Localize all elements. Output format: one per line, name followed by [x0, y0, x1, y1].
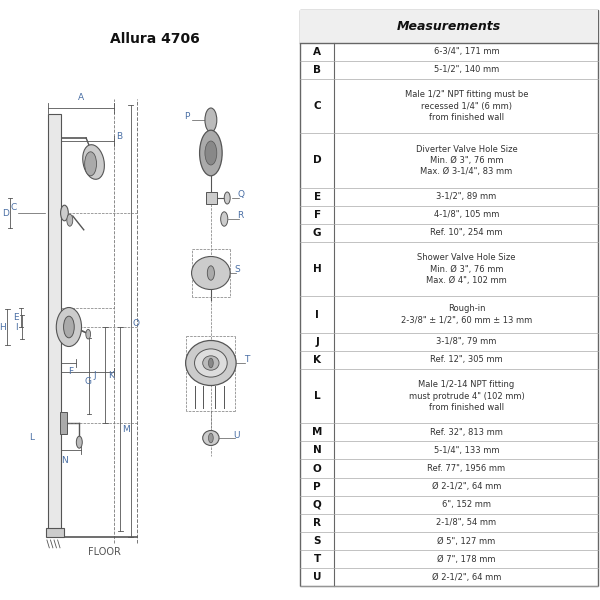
Text: 3-1/2", 89 mm: 3-1/2", 89 mm	[436, 192, 497, 201]
Text: M: M	[312, 427, 322, 437]
Circle shape	[61, 205, 68, 221]
Circle shape	[85, 152, 97, 176]
Text: 5-1/4", 133 mm: 5-1/4", 133 mm	[434, 446, 499, 455]
Text: J: J	[315, 337, 319, 347]
Text: C: C	[313, 101, 321, 111]
Text: A: A	[313, 47, 321, 57]
Text: F: F	[68, 367, 73, 377]
Text: B: B	[116, 131, 122, 140]
Text: D: D	[313, 155, 322, 166]
Text: T: T	[244, 355, 249, 364]
Bar	[206, 192, 217, 204]
Text: E: E	[14, 313, 19, 322]
Circle shape	[221, 212, 228, 226]
Text: Ref. 12", 305 mm: Ref. 12", 305 mm	[430, 355, 503, 364]
Ellipse shape	[56, 307, 82, 346]
Text: Male 1/2" NPT fitting must be
recessed 1/4" (6 mm)
from finished wall: Male 1/2" NPT fitting must be recessed 1…	[404, 90, 528, 122]
Ellipse shape	[185, 340, 236, 385]
Text: I: I	[15, 323, 17, 331]
Text: Ref. 77", 1956 mm: Ref. 77", 1956 mm	[427, 464, 505, 473]
Circle shape	[64, 316, 74, 338]
Circle shape	[200, 130, 222, 176]
Text: Q: Q	[237, 191, 244, 199]
Text: I: I	[315, 310, 319, 320]
Ellipse shape	[194, 349, 227, 377]
Text: H: H	[313, 264, 322, 274]
Text: Ø 7", 178 mm: Ø 7", 178 mm	[437, 554, 496, 563]
Text: J: J	[93, 371, 96, 380]
Text: Ø 2-1/2", 64 mm: Ø 2-1/2", 64 mm	[432, 573, 501, 582]
Circle shape	[86, 329, 91, 339]
Text: Q: Q	[313, 500, 322, 510]
Text: B: B	[313, 65, 321, 75]
Text: Measurements: Measurements	[397, 20, 502, 33]
Circle shape	[67, 214, 73, 226]
Text: A: A	[79, 92, 85, 101]
Text: D: D	[2, 208, 9, 217]
Text: 6", 152 mm: 6", 152 mm	[442, 500, 491, 509]
Text: 5-1/2", 140 mm: 5-1/2", 140 mm	[434, 65, 499, 74]
Circle shape	[224, 192, 230, 204]
Text: M: M	[122, 424, 130, 433]
Text: Allura 4706: Allura 4706	[110, 32, 199, 46]
Ellipse shape	[191, 257, 230, 289]
Text: K: K	[313, 355, 321, 365]
Ellipse shape	[203, 356, 219, 370]
Text: R: R	[238, 211, 244, 220]
Circle shape	[205, 141, 217, 165]
Bar	[60, 412, 67, 434]
Text: Male 1/2-14 NPT fitting
must protrude 4" (102 mm)
from finished wall: Male 1/2-14 NPT fitting must protrude 4"…	[409, 380, 524, 412]
Text: P: P	[313, 482, 321, 491]
Text: N: N	[313, 445, 322, 455]
Text: O: O	[313, 464, 322, 473]
Text: Ø 5", 127 mm: Ø 5", 127 mm	[437, 536, 496, 545]
Text: G: G	[85, 377, 91, 385]
Text: E: E	[314, 192, 321, 202]
Text: U: U	[313, 572, 322, 582]
Text: N: N	[61, 456, 68, 466]
Text: Diverter Valve Hole Size
Min. Ø 3", 76 mm
Max. Ø 3-1/4", 83 mm: Diverter Valve Hole Size Min. Ø 3", 76 m…	[416, 145, 517, 176]
Ellipse shape	[203, 431, 219, 445]
Text: T: T	[314, 554, 321, 564]
Circle shape	[208, 433, 213, 443]
Text: S: S	[235, 265, 241, 275]
Ellipse shape	[83, 145, 104, 179]
Text: S: S	[313, 536, 321, 546]
Text: F: F	[314, 210, 321, 220]
Text: Ø 2-1/2", 64 mm: Ø 2-1/2", 64 mm	[432, 482, 501, 491]
Text: 3-1/8", 79 mm: 3-1/8", 79 mm	[436, 337, 497, 346]
Text: C: C	[10, 202, 16, 211]
Text: R: R	[313, 518, 321, 528]
Text: 2-1/8", 54 mm: 2-1/8", 54 mm	[436, 518, 496, 527]
Text: O: O	[133, 319, 140, 329]
Circle shape	[76, 436, 82, 448]
Text: U: U	[233, 431, 239, 439]
Text: G: G	[313, 228, 322, 238]
Circle shape	[208, 358, 213, 368]
Text: FLOOR: FLOOR	[88, 547, 121, 557]
Text: L: L	[29, 433, 34, 443]
Text: P: P	[184, 112, 190, 121]
Text: L: L	[314, 391, 320, 401]
Bar	[49, 114, 61, 531]
Text: Ref. 32", 813 mm: Ref. 32", 813 mm	[430, 428, 503, 437]
Text: 6-3/4", 171 mm: 6-3/4", 171 mm	[434, 47, 499, 56]
Text: Rough-in
2-3/8" ± 1/2", 60 mm ± 13 mm: Rough-in 2-3/8" ± 1/2", 60 mm ± 13 mm	[401, 304, 532, 325]
Bar	[46, 528, 64, 537]
Text: 4-1/8", 105 mm: 4-1/8", 105 mm	[434, 211, 499, 220]
Text: H: H	[0, 323, 7, 331]
Circle shape	[205, 108, 217, 132]
Text: Shower Valve Hole Size
Min. Ø 3", 76 mm
Max. Ø 4", 102 mm: Shower Valve Hole Size Min. Ø 3", 76 mm …	[417, 253, 515, 285]
Circle shape	[208, 266, 214, 280]
Text: K: K	[109, 370, 115, 379]
Text: Ref. 10", 254 mm: Ref. 10", 254 mm	[430, 229, 503, 238]
Bar	[300, 10, 598, 43]
